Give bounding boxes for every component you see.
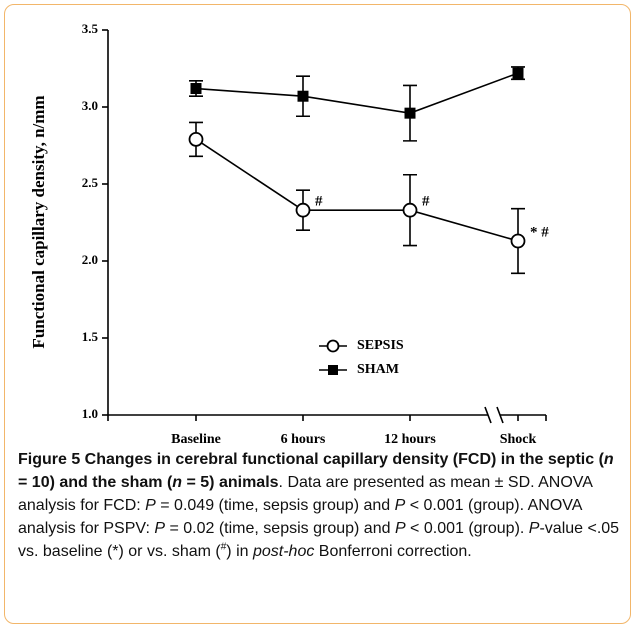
caption-run: Figure 5 Changes in cerebral functional …: [18, 451, 604, 468]
y-tick-label: 3.5: [82, 21, 99, 36]
caption-run: ) in: [226, 543, 253, 560]
data-point: [190, 83, 202, 95]
y-tick-label: 1.0: [82, 406, 98, 421]
annotation: * #: [530, 224, 549, 240]
caption-run: < 0.001 (group). ANOVA analysis for PSPV…: [18, 497, 582, 537]
caption-run: P: [394, 520, 406, 537]
caption-run: P: [154, 520, 166, 537]
chart: Functional capillary density, n/mm 1.0 1.…: [29, 21, 549, 445]
data-point: [295, 202, 311, 218]
y-tick-label: 1.5: [82, 329, 99, 344]
data-point: [297, 90, 309, 102]
caption-run: = 10) and the sham (: [18, 474, 173, 491]
annotation: #: [422, 194, 430, 210]
data-point: [188, 131, 204, 147]
y-tick-label: 3.0: [82, 98, 98, 113]
x-tick-label: Baseline: [171, 432, 221, 445]
caption-run: -value <.05 vs. baseline (*) or vs. sham…: [18, 520, 620, 560]
annotation: #: [315, 194, 323, 210]
legend-label: SEPSIS: [357, 338, 404, 353]
caption-run: < 0.001 (group).: [405, 520, 529, 537]
caption-run: P: [528, 520, 540, 537]
x-tick-label: 12 hours: [384, 432, 436, 445]
axis-break: [496, 406, 504, 424]
caption-run: = 0.049 (time, sepsis group) and: [155, 497, 395, 514]
axis-break: [484, 406, 492, 424]
legend-label: SHAM: [357, 362, 399, 377]
caption-run: P: [145, 497, 156, 514]
caption-run: . Data are presented as mean ± SD. ANOVA…: [18, 474, 593, 514]
caption-run: = 5) animals: [182, 474, 279, 491]
caption-run: #: [220, 541, 227, 553]
y-axis-label: Functional capillary density, n/mm: [29, 95, 48, 348]
data-point: [512, 67, 524, 79]
caption-run: n: [603, 451, 614, 468]
x-tick-label: 6 hours: [281, 432, 326, 445]
y-tick-label: 2.5: [82, 175, 99, 190]
caption-run: post-hoc: [252, 543, 315, 560]
series-line: [195, 138, 519, 242]
series-line: [195, 72, 519, 114]
data-point: [404, 107, 416, 119]
figure-frame: [4, 4, 631, 624]
data-point: [510, 233, 526, 249]
data-point: [402, 202, 418, 218]
y-tick-label: 2.0: [82, 252, 98, 267]
legend-marker: [328, 365, 338, 375]
caption-run: = 0.02 (time, sepsis group) and: [165, 520, 395, 537]
caption-run: Bonferroni correction.: [314, 543, 472, 560]
caption: Figure 5 Changes in cerebral functional …: [18, 448, 624, 563]
caption-run: P: [394, 497, 406, 514]
legend-marker: [326, 339, 340, 353]
caption-run: n: [172, 474, 183, 491]
x-tick-label: Shock: [500, 432, 537, 445]
